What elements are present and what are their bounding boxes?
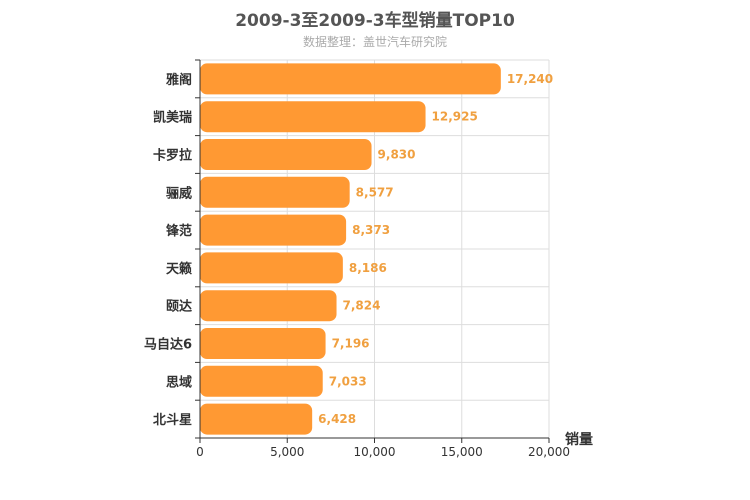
bar	[200, 214, 347, 246]
y-tick-label: 颐达	[166, 299, 192, 315]
y-tick-label: 骊威	[166, 185, 192, 201]
x-tick-label: 5,000	[270, 445, 304, 459]
bar-value-label: 8,577	[356, 185, 394, 199]
bar-value-label: 8,186	[349, 261, 387, 275]
x-tick-label: 10,000	[354, 445, 396, 459]
bars: 17,240 12,925 9,830 8,577 8,373 8,186 7,824 7,1…	[200, 63, 553, 435]
x-axis-title: 销量	[565, 431, 593, 448]
bar	[200, 328, 326, 359]
y-tick-label: 锋范	[166, 223, 192, 239]
bar-value-label: 12,925	[432, 110, 478, 124]
bar	[200, 101, 426, 133]
x-tick-label: 20,000	[528, 445, 570, 459]
bar-value-label: 9,830	[378, 148, 416, 162]
bar-value-label: 8,373	[352, 223, 390, 237]
bar	[200, 290, 337, 322]
bar-value-label: 7,824	[343, 299, 381, 313]
bar	[200, 176, 350, 208]
y-tick-label: 思域	[166, 374, 192, 390]
bar-value-label: 17,240	[507, 72, 553, 86]
bar	[200, 365, 323, 397]
bar	[200, 252, 343, 284]
x-tick-label: 15,000	[441, 445, 483, 459]
chart-title: 2009-3至2009-3车型销量TOP10	[235, 11, 515, 31]
y-tick-label: 马自达6	[144, 337, 192, 353]
y-tick-label: 天籁	[166, 261, 192, 277]
bar-value-label: 6,428	[318, 412, 356, 426]
y-tick-label: 卡罗拉	[153, 148, 192, 164]
x-tick-label: 0	[196, 445, 204, 459]
bar	[200, 139, 372, 170]
bar	[200, 403, 313, 435]
bar-value-label: 7,196	[332, 337, 370, 351]
chart-subtitle: 数据整理：盖世汽车研究院	[302, 35, 447, 49]
y-tick-label: 雅阁	[166, 72, 192, 88]
bar	[200, 63, 501, 95]
y-tick-label: 北斗星	[153, 413, 192, 428]
y-tick-label: 凯美瑞	[153, 110, 192, 126]
bar-value-label: 7,033	[329, 374, 367, 388]
